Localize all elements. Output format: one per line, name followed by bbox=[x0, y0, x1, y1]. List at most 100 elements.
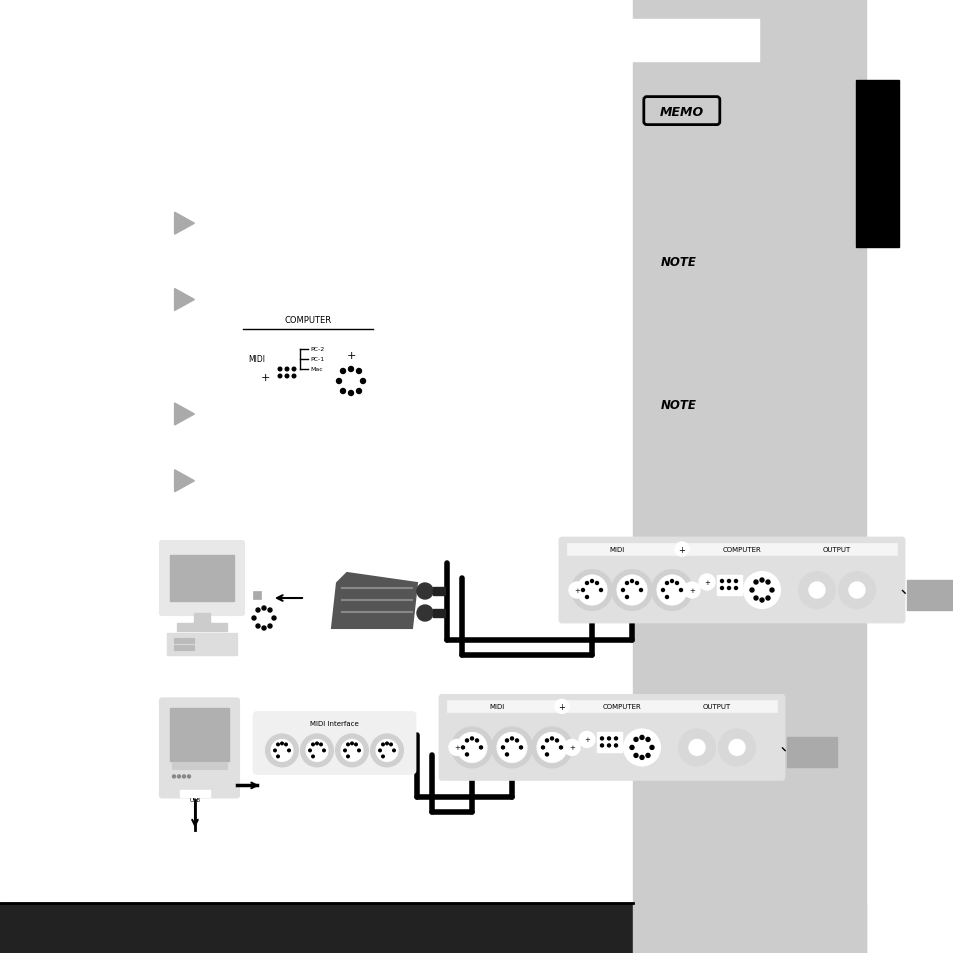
Circle shape bbox=[688, 740, 704, 756]
Bar bbox=[855, 81, 898, 248]
Circle shape bbox=[449, 740, 464, 756]
Polygon shape bbox=[174, 403, 194, 426]
Circle shape bbox=[541, 746, 544, 749]
Circle shape bbox=[497, 733, 526, 762]
Text: COMPUTER: COMPUTER bbox=[284, 315, 332, 325]
Circle shape bbox=[336, 379, 341, 384]
Bar bbox=[646, 396, 711, 415]
Bar bbox=[172, 762, 227, 769]
Circle shape bbox=[182, 775, 185, 778]
Circle shape bbox=[416, 583, 433, 599]
Circle shape bbox=[635, 582, 638, 585]
Circle shape bbox=[665, 582, 668, 585]
Circle shape bbox=[769, 588, 773, 593]
Text: MIDI Interface: MIDI Interface bbox=[310, 720, 358, 726]
FancyBboxPatch shape bbox=[160, 541, 244, 616]
Circle shape bbox=[765, 597, 769, 600]
Polygon shape bbox=[332, 574, 416, 628]
Circle shape bbox=[479, 746, 482, 749]
Circle shape bbox=[266, 735, 297, 766]
Circle shape bbox=[634, 754, 638, 758]
Circle shape bbox=[734, 587, 737, 590]
Bar bbox=[308, 592, 326, 605]
FancyBboxPatch shape bbox=[439, 696, 783, 780]
Circle shape bbox=[675, 582, 678, 585]
Circle shape bbox=[515, 740, 518, 742]
Polygon shape bbox=[646, 225, 711, 253]
Circle shape bbox=[322, 749, 325, 752]
Circle shape bbox=[760, 598, 763, 602]
Circle shape bbox=[465, 753, 468, 756]
Circle shape bbox=[456, 733, 486, 762]
Text: +: + bbox=[583, 737, 589, 742]
Circle shape bbox=[501, 746, 504, 749]
Circle shape bbox=[306, 740, 328, 761]
Circle shape bbox=[276, 756, 279, 758]
Circle shape bbox=[660, 589, 664, 592]
Circle shape bbox=[351, 742, 353, 745]
Circle shape bbox=[280, 742, 283, 745]
Text: +: + bbox=[678, 545, 684, 554]
Circle shape bbox=[378, 749, 381, 752]
Circle shape bbox=[285, 375, 289, 378]
Circle shape bbox=[470, 738, 473, 740]
Circle shape bbox=[568, 582, 584, 598]
Text: +: + bbox=[260, 373, 270, 382]
Circle shape bbox=[634, 738, 638, 741]
Circle shape bbox=[248, 602, 280, 635]
Bar bbox=[170, 556, 233, 601]
Text: +: + bbox=[569, 744, 575, 751]
Circle shape bbox=[555, 740, 558, 742]
Circle shape bbox=[753, 580, 758, 584]
Bar bbox=[253, 592, 261, 599]
Text: MIDI: MIDI bbox=[609, 546, 624, 553]
Circle shape bbox=[268, 624, 272, 628]
Bar bbox=[250, 588, 270, 606]
Circle shape bbox=[312, 743, 314, 746]
Circle shape bbox=[172, 775, 175, 778]
Circle shape bbox=[381, 756, 384, 758]
Bar bbox=[275, 365, 297, 382]
Bar bbox=[906, 580, 953, 610]
Circle shape bbox=[262, 626, 266, 630]
Circle shape bbox=[625, 582, 628, 585]
Circle shape bbox=[505, 740, 508, 742]
Circle shape bbox=[461, 746, 464, 749]
Circle shape bbox=[630, 580, 633, 583]
Circle shape bbox=[728, 740, 744, 756]
Circle shape bbox=[765, 580, 769, 584]
Circle shape bbox=[492, 728, 532, 767]
Bar bbox=[597, 733, 621, 753]
Circle shape bbox=[699, 575, 714, 591]
Circle shape bbox=[329, 359, 373, 403]
Circle shape bbox=[607, 744, 610, 747]
Text: MIDI: MIDI bbox=[489, 703, 504, 710]
Circle shape bbox=[545, 753, 548, 756]
Text: +: + bbox=[346, 351, 355, 360]
Circle shape bbox=[799, 573, 834, 608]
Circle shape bbox=[614, 744, 617, 747]
Circle shape bbox=[356, 389, 361, 395]
Circle shape bbox=[651, 571, 691, 610]
Text: OUTPUT: OUTPUT bbox=[822, 546, 850, 553]
Circle shape bbox=[720, 587, 722, 590]
Bar bbox=[566, 543, 896, 556]
Circle shape bbox=[312, 756, 314, 758]
Circle shape bbox=[749, 588, 753, 593]
Circle shape bbox=[599, 738, 603, 740]
Circle shape bbox=[272, 617, 275, 620]
Bar bbox=[173, 645, 193, 650]
Circle shape bbox=[550, 738, 553, 740]
Text: NOTE: NOTE bbox=[660, 255, 696, 269]
Circle shape bbox=[598, 589, 602, 592]
Circle shape bbox=[309, 749, 311, 752]
Circle shape bbox=[393, 749, 395, 752]
Circle shape bbox=[679, 730, 714, 765]
Circle shape bbox=[623, 730, 659, 765]
Polygon shape bbox=[174, 213, 194, 235]
Circle shape bbox=[629, 745, 634, 750]
Circle shape bbox=[545, 740, 548, 742]
Circle shape bbox=[335, 735, 368, 766]
Text: +: + bbox=[574, 587, 579, 594]
Circle shape bbox=[578, 732, 595, 748]
